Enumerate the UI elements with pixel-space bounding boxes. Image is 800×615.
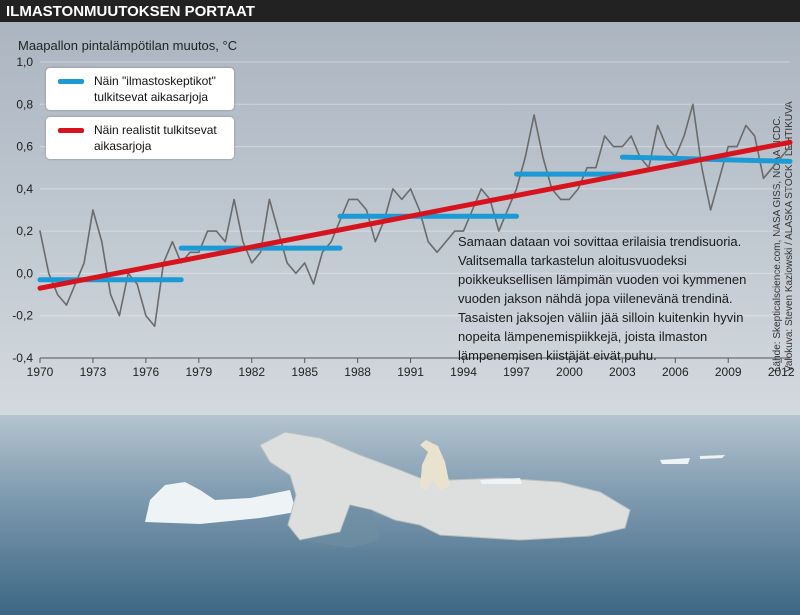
y-tick-label: 0,8 [16, 97, 33, 111]
chart-title: ILMASTONMUUTOKSEN PORTAAT [6, 3, 255, 20]
ice-arch [300, 505, 380, 548]
x-tick-label: 2012 [768, 365, 795, 379]
y-tick-label: 0,6 [16, 140, 33, 154]
x-tick-label: 2000 [556, 365, 583, 379]
title-bar [0, 0, 800, 22]
legend-swatch [58, 79, 84, 84]
x-tick-label: 1979 [185, 365, 212, 379]
x-tick-label: 2006 [662, 365, 689, 379]
legend-item: Näin realistit tulkitsevat aikasarjoja [46, 117, 234, 159]
temperature-line [39, 103, 791, 328]
y-axis-label: Maapallon pintalämpötilan muutos, °C [18, 38, 237, 53]
legend-swatch [58, 128, 84, 133]
ice-pieces [480, 455, 725, 484]
y-tick-label: -0,4 [12, 351, 33, 365]
legend-item: Näin "ilmastoskeptikot" tulkitsevat aika… [46, 68, 234, 110]
y-tick-label: 0,0 [16, 266, 33, 280]
legend-label: Näin realistit tulkitsevat aikasarjoja [94, 123, 217, 153]
x-tick-label: 1973 [80, 365, 107, 379]
y-tick-label: 0,2 [16, 224, 33, 238]
polar-bear [420, 440, 450, 490]
trend-line [37, 139, 793, 291]
x-tick-label: 1997 [503, 365, 530, 379]
x-tick-label: 1985 [291, 365, 318, 379]
x-tick-label: 1982 [238, 365, 265, 379]
legend-label: Näin "ilmastoskeptikot" tulkitsevat aika… [94, 74, 216, 104]
photo-credit: Valokuva: Steven Kazlowski / ALASKA STOC… [784, 101, 795, 372]
y-tick-label: 0,4 [16, 182, 33, 196]
x-tick-label: 1988 [344, 365, 371, 379]
x-tick-label: 1994 [450, 365, 477, 379]
annotation: Samaan dataan voi sovittaa erilaisia tre… [458, 234, 747, 363]
x-tick-label: 2009 [715, 365, 742, 379]
trend-line [37, 154, 793, 283]
y-tick-label: 1,0 [16, 55, 33, 69]
y-tick-label: -0,2 [12, 309, 33, 323]
ice-floe [145, 482, 296, 524]
x-tick-label: 1991 [397, 365, 424, 379]
x-tick-label: 2003 [609, 365, 636, 379]
x-tick-label: 1976 [133, 365, 160, 379]
x-tick-label: 1970 [27, 365, 54, 379]
source: Lähde: Skepticalscience.com, NASA GISS, … [772, 116, 783, 372]
